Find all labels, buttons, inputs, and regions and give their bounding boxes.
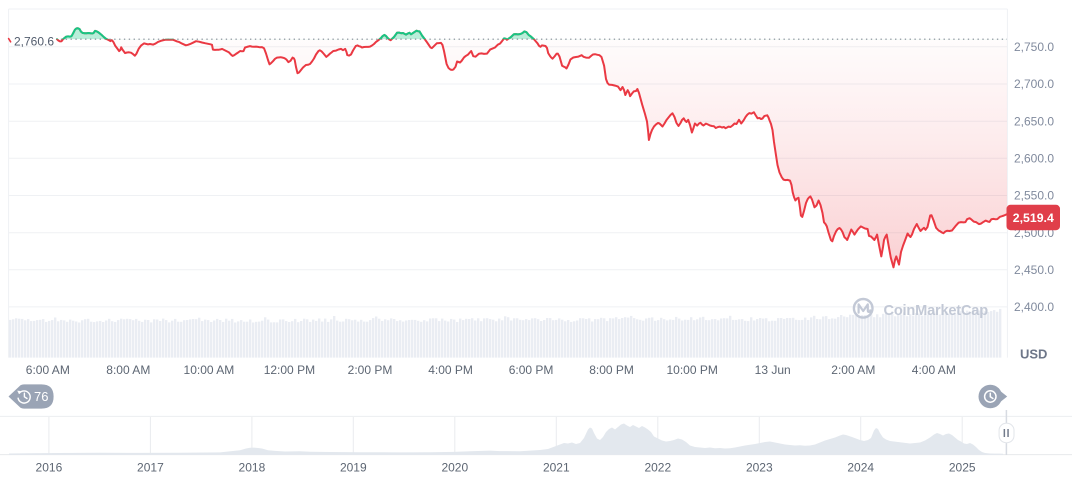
svg-text:2,600.0: 2,600.0 <box>1014 152 1054 166</box>
svg-text:2024: 2024 <box>847 461 874 475</box>
svg-text:12:00 PM: 12:00 PM <box>264 363 315 377</box>
svg-text:CoinMarketCap: CoinMarketCap <box>884 303 989 319</box>
svg-text:2,760.6: 2,760.6 <box>14 35 54 49</box>
svg-text:76: 76 <box>34 389 48 404</box>
svg-text:2018: 2018 <box>239 461 266 475</box>
svg-text:4:00 AM: 4:00 AM <box>912 363 956 377</box>
svg-text:2,700.0: 2,700.0 <box>1014 77 1054 91</box>
svg-text:4:00 PM: 4:00 PM <box>428 363 473 377</box>
svg-text:2022: 2022 <box>644 461 671 475</box>
svg-text:2020: 2020 <box>441 461 468 475</box>
svg-text:2,550.0: 2,550.0 <box>1014 189 1054 203</box>
svg-text:USD: USD <box>1020 347 1047 362</box>
svg-text:2,400.0: 2,400.0 <box>1014 300 1054 314</box>
svg-text:8:00 PM: 8:00 PM <box>589 363 634 377</box>
svg-text:2,750.0: 2,750.0 <box>1014 40 1054 54</box>
svg-text:2017: 2017 <box>137 461 164 475</box>
svg-text:2021: 2021 <box>543 461 570 475</box>
svg-text:6:00 AM: 6:00 AM <box>26 363 70 377</box>
svg-text:2025: 2025 <box>949 461 976 475</box>
svg-text:6:00 PM: 6:00 PM <box>509 363 554 377</box>
svg-text:10:00 PM: 10:00 PM <box>667 363 718 377</box>
svg-text:2:00 PM: 2:00 PM <box>348 363 393 377</box>
svg-text:10:00 AM: 10:00 AM <box>184 363 235 377</box>
svg-text:2019: 2019 <box>340 461 367 475</box>
svg-text:13 Jun: 13 Jun <box>755 363 791 377</box>
svg-text:2,450.0: 2,450.0 <box>1014 263 1054 277</box>
svg-text:8:00 AM: 8:00 AM <box>106 363 150 377</box>
svg-text:2,519.4: 2,519.4 <box>1013 211 1054 225</box>
svg-text:2016: 2016 <box>36 461 63 475</box>
svg-text:2023: 2023 <box>746 461 773 475</box>
svg-text:2,650.0: 2,650.0 <box>1014 114 1054 128</box>
svg-text:2:00 AM: 2:00 AM <box>831 363 875 377</box>
